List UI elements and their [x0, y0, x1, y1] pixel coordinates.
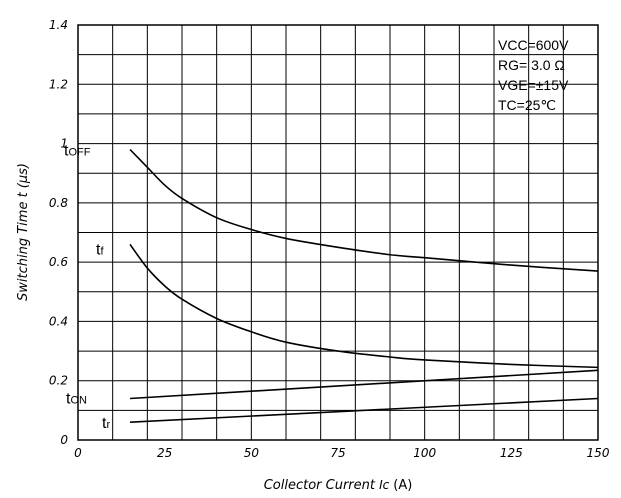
- y-tick-label: 0.8: [49, 196, 68, 210]
- curve-label-main: t: [102, 415, 107, 432]
- curve-label-tf: tf: [96, 241, 104, 258]
- curve-label-main: t: [64, 143, 69, 160]
- curve-label-toff: tOFF: [64, 143, 91, 160]
- x-tick-label: 100: [413, 446, 436, 460]
- curve-label-tr: tr: [102, 415, 110, 432]
- tick-labels: 0 25 50 75 100 125 150 0 0.2 0.4 0.6 0.8 1 1.2 1.4: [49, 18, 610, 460]
- x-axis-title: Collector Current Ic (A): [264, 478, 413, 493]
- x-axis-title-variable: Ic: [379, 478, 390, 492]
- x-axis-title-main: Collector Current: [264, 478, 379, 493]
- curve-label-subscript: f: [100, 245, 104, 257]
- y-tick-label: 1: [60, 137, 68, 151]
- curve-label-subscript: ON: [70, 395, 87, 407]
- curves: [129, 148, 599, 424]
- condition-rg: RG= 3.0 Ω: [498, 57, 565, 73]
- curve-ton: [129, 369, 599, 400]
- x-tick-label: 75: [330, 446, 345, 460]
- x-tick-label: 50: [244, 446, 260, 460]
- y-tick-label: 0.6: [49, 255, 68, 269]
- curve-tr: [129, 397, 599, 424]
- x-tick-label: 150: [587, 446, 610, 460]
- y-tick-label: 1.2: [49, 77, 68, 91]
- test-conditions: VCC=600V RG= 3.0 Ω VGE=±15V TC=25℃: [498, 37, 569, 113]
- curve-label-main: t: [66, 391, 71, 408]
- y-tick-label: 1.4: [49, 18, 68, 32]
- plot-frame: [77, 24, 599, 441]
- curve-label-main: t: [96, 241, 101, 258]
- curve-tf: [129, 243, 599, 369]
- y-axis-title: Switching Time t (μs): [16, 163, 31, 301]
- y-tick-label: 0.4: [49, 314, 68, 328]
- y-tick-label: 0: [60, 433, 68, 447]
- curve-toff: [129, 148, 599, 272]
- curve-label-subscript: OFF: [68, 147, 90, 159]
- curve-label-ton: tON: [66, 391, 87, 408]
- x-tick-label: 125: [500, 446, 523, 460]
- condition-vge: VGE=±15V: [498, 77, 569, 93]
- x-tick-label: 25: [157, 446, 172, 460]
- condition-vcc: VCC=600V: [498, 37, 569, 53]
- curve-label-subscript: r: [106, 419, 110, 431]
- condition-tc: TC=25℃: [498, 97, 556, 113]
- x-axis-title-unit: (A): [393, 478, 412, 493]
- grid-lines: [78, 25, 598, 440]
- x-tick-label: 0: [74, 446, 82, 460]
- y-tick-label: 0.2: [49, 374, 68, 388]
